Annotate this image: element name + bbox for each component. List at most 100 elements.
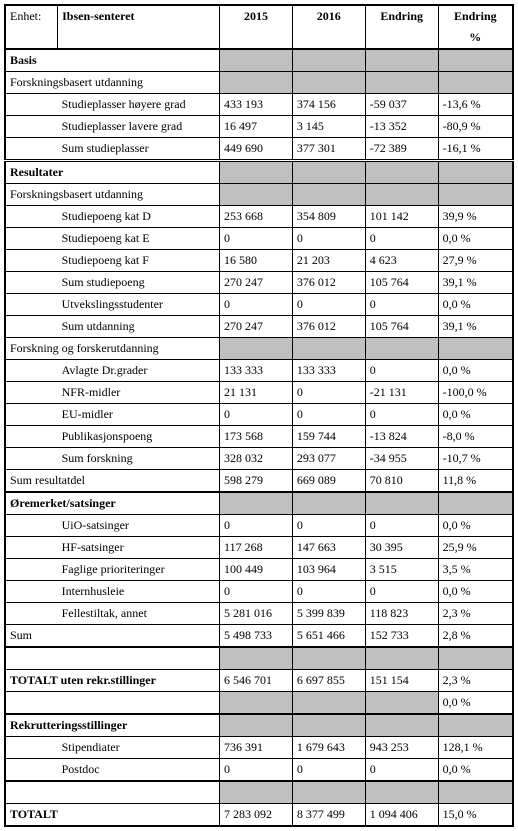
col-2016: 2016 (292, 5, 365, 27)
cell-2016: 0 (292, 404, 365, 426)
cell-2016: 669 089 (292, 470, 365, 493)
row-label: Studiepoeng kat D (58, 206, 220, 228)
cell-2016: 5 399 839 (292, 603, 365, 625)
section-label: Basis (5, 49, 220, 72)
cell-diff: 1 094 406 (365, 804, 438, 827)
cell-diff: 30 395 (365, 537, 438, 559)
row-sp-sum: Sum studieplasser 449 690 377 301 -72 38… (5, 138, 513, 161)
cell-2016: 3 145 (292, 116, 365, 138)
cell-2016: 103 964 (292, 559, 365, 581)
cell-pct: -80,9 % (438, 116, 513, 138)
section-label: Forskning og forskerutdanning (5, 338, 220, 360)
cell-diff: 4 623 (365, 250, 438, 272)
cell-diff: -34 955 (365, 448, 438, 470)
row-label: EU-midler (58, 404, 220, 426)
section-fof: Forskning og forskerutdanning (5, 338, 513, 360)
row-spD: Studiepoeng kat D 253 668354 809 101 142… (5, 206, 513, 228)
cell-2016: 0 (292, 294, 365, 316)
cell-diff: 0 (365, 228, 438, 250)
row-totalt: TOTALT 7 283 0928 377 499 1 094 40615,0 … (5, 804, 513, 827)
cell-pct: -16,1 % (438, 138, 513, 161)
cell-2015: 433 193 (220, 94, 293, 116)
row-fagl: Faglige prioriteringer 100 449103 964 3 … (5, 559, 513, 581)
cell-2016: 1 679 643 (292, 737, 365, 759)
cell-2015: 0 (220, 294, 293, 316)
row-sum-oer: Sum 5 498 7335 651 466 152 7332,8 % (5, 625, 513, 648)
cell-diff: 0 (365, 515, 438, 537)
cell-diff: 943 253 (365, 737, 438, 759)
cell-2015: 21 131 (220, 382, 293, 404)
cell-2015: 449 690 (220, 138, 293, 161)
cell-2016: 0 (292, 515, 365, 537)
cell-pct: 25,9 % (438, 537, 513, 559)
cell-2015: 117 268 (220, 537, 293, 559)
cell-diff: 0 (365, 581, 438, 603)
section-oremerket: Øremerket/satsinger (5, 492, 513, 515)
row-sp-hoy: Studieplasser høyere grad 433 193 374 15… (5, 94, 513, 116)
cell-diff: 0 (365, 404, 438, 426)
row-nfr: NFR-midler 21 1310 -21 131-100,0 % (5, 382, 513, 404)
row-label: Studiepoeng kat E (58, 228, 220, 250)
cell-2016: 377 301 (292, 138, 365, 161)
cell-diff: 0 (365, 360, 438, 382)
cell-2015: 0 (220, 515, 293, 537)
row-utv: Utvekslingsstudenter 00 00,0 % (5, 294, 513, 316)
section-basis: Basis (5, 49, 513, 72)
cell-diff: 118 823 (365, 603, 438, 625)
cell-2015: 16 580 (220, 250, 293, 272)
row-label: Utvekslingsstudenter (58, 294, 220, 316)
section-rekr: Rekrutteringsstillinger (5, 714, 513, 737)
cell-pct: 2,3 % (438, 603, 513, 625)
cell-2015: 16 497 (220, 116, 293, 138)
cell-pct: 39,1 % (438, 316, 513, 338)
row-felles: Fellestiltak, annet 5 281 0165 399 839 1… (5, 603, 513, 625)
row-zero-pct: 0,0 % (5, 692, 513, 715)
row-tot-uten: TOTALT uten rekr.stillinger 6 546 7016 6… (5, 670, 513, 692)
row-label: Studieplasser lavere grad (58, 116, 220, 138)
row-label: Avlagte Dr.grader (58, 360, 220, 382)
spacer-row (5, 781, 513, 804)
table-header-row: Enhet: Ibsen-senteret 2015 2016 Endring … (5, 5, 513, 27)
cell-2015: 7 283 092 (220, 804, 293, 827)
cell-pct: 39,9 % (438, 206, 513, 228)
row-label: NFR-midler (58, 382, 220, 404)
cell-diff: -59 037 (365, 94, 438, 116)
cell-2015: 270 247 (220, 316, 293, 338)
cell-pct: 39,1 % (438, 272, 513, 294)
budget-table: Enhet: Ibsen-senteret 2015 2016 Endring … (4, 4, 514, 827)
row-label: Sum utdanning (58, 316, 220, 338)
cell-diff: 70 810 (365, 470, 438, 493)
cell-pct: 0,0 % (438, 404, 513, 426)
spacer-row (5, 647, 513, 670)
cell-diff: 105 764 (365, 316, 438, 338)
row-label: Faglige prioriteringer (58, 559, 220, 581)
cell-2015: 0 (220, 404, 293, 426)
cell-diff: 0 (365, 294, 438, 316)
cell-diff: -72 389 (365, 138, 438, 161)
col-endring-pct: Endring (438, 5, 513, 27)
cell-2015: 5 498 733 (220, 625, 293, 648)
cell-pct: 0,0 % (438, 294, 513, 316)
cell-diff: 152 733 (365, 625, 438, 648)
row-label: TOTALT (5, 804, 220, 827)
row-label: Sum studiepoeng (58, 272, 220, 294)
cell-2016: 159 744 (292, 426, 365, 448)
cell-2016: 374 156 (292, 94, 365, 116)
section-label: Øremerket/satsinger (5, 492, 220, 515)
cell-2015: 270 247 (220, 272, 293, 294)
col-pct-sub: % (438, 27, 513, 49)
row-label: Stipendiater (58, 737, 220, 759)
cell-pct: 0,0 % (438, 515, 513, 537)
cell-pct: -8,0 % (438, 426, 513, 448)
cell-diff: 101 142 (365, 206, 438, 228)
cell-2015: 173 568 (220, 426, 293, 448)
row-label: Sum (5, 625, 220, 648)
col-2015: 2015 (220, 5, 293, 27)
cell-2016: 376 012 (292, 272, 365, 294)
cell-diff: 151 154 (365, 670, 438, 692)
cell-2016: 133 333 (292, 360, 365, 382)
enhet-label: Enhet: (5, 5, 58, 27)
cell-2015: 0 (220, 228, 293, 250)
cell-2016: 8 377 499 (292, 804, 365, 827)
cell-2015: 328 032 (220, 448, 293, 470)
